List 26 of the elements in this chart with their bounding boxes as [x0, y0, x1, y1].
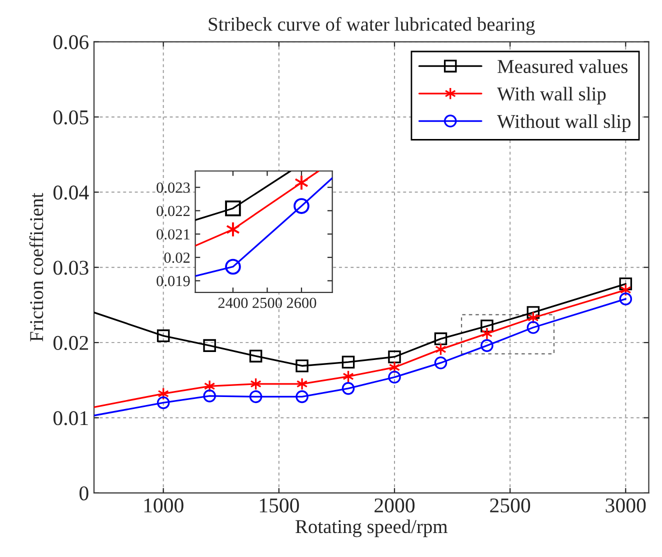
y-tick-label: 0.021 — [156, 229, 190, 240]
x-tick-label: 2600 — [286, 298, 316, 308]
x-tick-label: 3000 — [606, 498, 646, 512]
y-tick-label: 0.06 — [53, 35, 89, 50]
legend-label: Without wall slip — [497, 114, 630, 132]
y-tick-label: 0.019 — [156, 276, 190, 286]
chart-title: Stribeck curve of water lubricated bearing — [208, 16, 535, 35]
y-tick-label: 0.04 — [53, 186, 89, 200]
y-tick-label: 0 — [80, 486, 88, 500]
x-axis-title: Rotating speed/rpm — [296, 519, 448, 538]
y-tick-label: 0.02 — [53, 336, 88, 350]
x-tick-label: 2400 — [218, 298, 248, 308]
legend-label: With wall slip — [497, 86, 606, 104]
y-tick-label: 0.05 — [53, 110, 88, 124]
y-tick-label: 0.02 — [164, 252, 190, 263]
y-tick-label: 0.023 — [156, 182, 190, 193]
legend-label: Measured values — [498, 59, 628, 74]
y-axis-title: Friction coefficient — [29, 192, 44, 342]
y-tick-label: 0.03 — [53, 260, 88, 275]
x-tick-label: 2500 — [490, 498, 530, 512]
y-tick-label: 0.022 — [156, 206, 190, 216]
x-tick-label: 2000 — [374, 498, 415, 512]
y-tick-label: 0.01 — [53, 411, 88, 426]
x-tick-label: 1000 — [144, 498, 184, 512]
x-tick-label: 1500 — [260, 498, 299, 512]
x-tick-label: 2500 — [252, 298, 282, 308]
